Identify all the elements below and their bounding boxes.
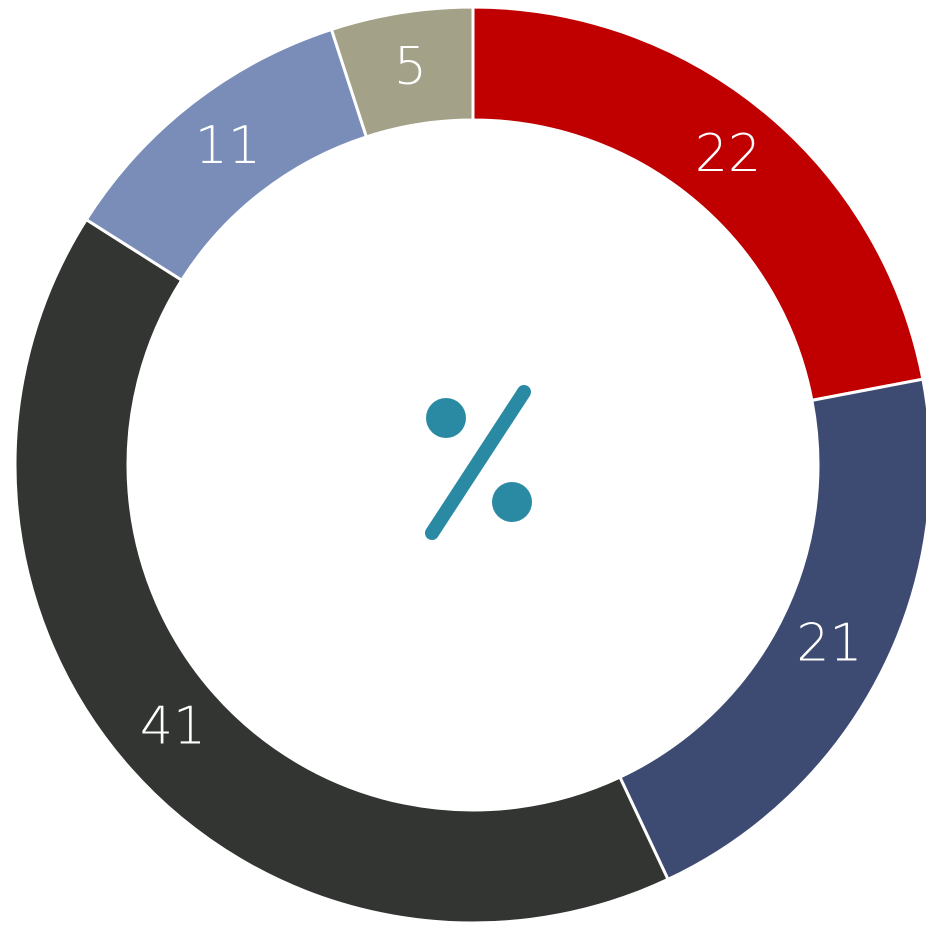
donut-segment: [329, 5, 475, 139]
data-label: 11: [195, 116, 261, 176]
data-label: 21: [796, 614, 862, 674]
donut-segment: [13, 217, 671, 925]
donut-segment: [471, 5, 925, 403]
data-label: 41: [140, 697, 206, 757]
donut-segment: [617, 377, 926, 882]
data-label: 5: [394, 37, 427, 97]
data-label: 22: [695, 124, 761, 184]
center-icon: [425, 385, 532, 540]
